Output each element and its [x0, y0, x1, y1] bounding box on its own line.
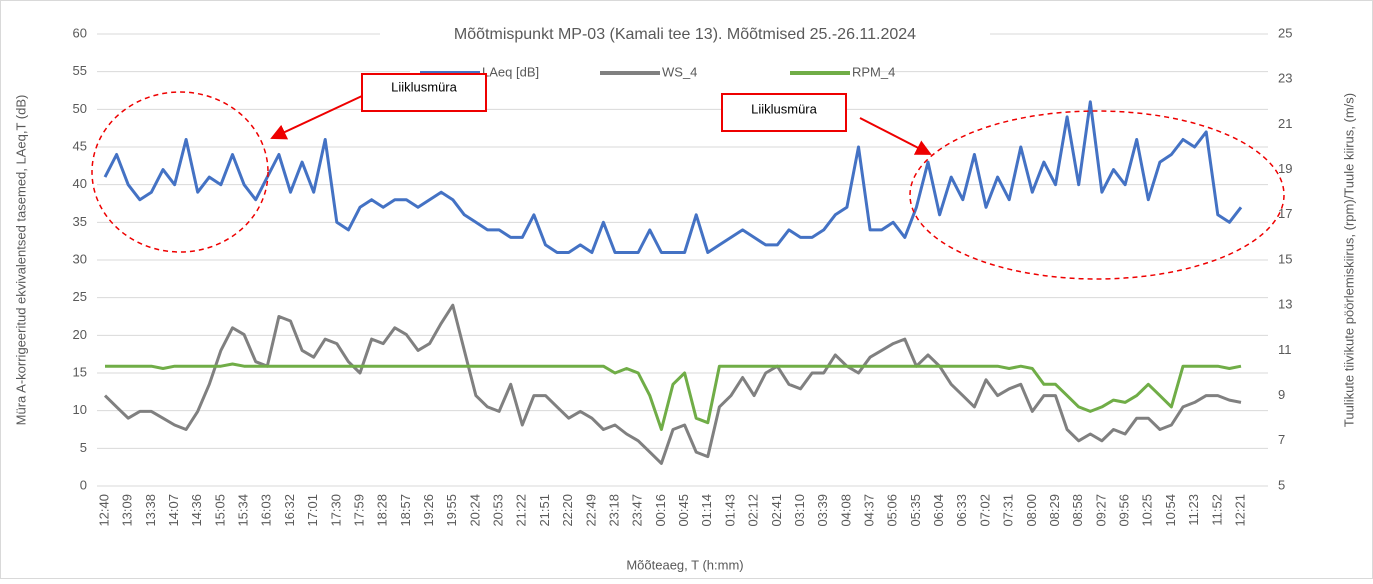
highlight-ellipse [91, 91, 269, 253]
x-tick-label: 04:08 [838, 494, 853, 527]
series-line [103, 100, 1243, 254]
x-tick-label: 20:53 [491, 494, 506, 527]
annotation-box [361, 73, 487, 112]
x-tick-label: 17:59 [351, 494, 366, 527]
x-tick-label: 11:52 [1209, 494, 1224, 526]
x-tick-label: 02:12 [746, 494, 761, 527]
x-tick-label: 22:20 [560, 494, 575, 527]
x-tick-label: 01:14 [699, 494, 714, 527]
x-tick-label: 14:36 [189, 494, 204, 527]
y2-tick-label: 13 [1278, 297, 1292, 312]
y-tick-label: 40 [73, 176, 87, 191]
x-tick-label: 15:34 [236, 494, 251, 527]
y2-tick-label: 5 [1278, 477, 1285, 492]
x-tick-label: 15:05 [212, 494, 227, 527]
x-tick-label: 06:33 [954, 494, 969, 527]
x-tick-label: 01:43 [722, 494, 737, 527]
x-tick-label: 04:37 [861, 494, 876, 527]
y-tick-label: 35 [73, 214, 87, 229]
y-tick-label: 20 [73, 327, 87, 342]
arrow [859, 117, 932, 155]
x-tick-label: 00:16 [653, 494, 668, 527]
x-tick-label: 22:49 [583, 494, 598, 527]
y-axis-title: Müra A-korrigeeritud ekvivalentsed tasem… [13, 95, 28, 426]
x-tick-label: 13:09 [120, 494, 135, 527]
x-tick-label: 23:18 [606, 494, 621, 527]
x-tick-label: 09:27 [1093, 494, 1108, 527]
y-tick-label: 55 [73, 63, 87, 78]
x-tick-label: 03:10 [792, 494, 807, 527]
x-tick-label: 00:45 [676, 494, 691, 527]
y-tick-label: 5 [80, 440, 87, 455]
y2-tick-label: 7 [1278, 432, 1285, 447]
y-tick-label: 50 [73, 101, 87, 116]
y-tick-label: 25 [73, 289, 87, 304]
legend-label: LAeq [dB] [482, 64, 539, 79]
title-background [380, 24, 990, 46]
y-tick-label: 0 [80, 477, 87, 492]
y2-tick-label: 19 [1278, 161, 1292, 176]
highlight-ellipse [909, 110, 1285, 280]
x-tick-label: 11:23 [1186, 494, 1201, 526]
x-tick-label: 08:58 [1070, 494, 1085, 527]
x-tick-label: 05:06 [885, 494, 900, 527]
x-tick-label: 09:56 [1117, 494, 1132, 527]
x-tick-label: 14:07 [166, 494, 181, 527]
series-line [103, 303, 1242, 465]
x-tick-label: 16:03 [259, 494, 274, 527]
x-tick-label: 16:32 [282, 494, 297, 527]
y2-tick-label: 21 [1278, 116, 1292, 131]
y-tick-label: 45 [73, 138, 87, 153]
y2-tick-label: 9 [1278, 387, 1285, 402]
x-tick-label: 05:35 [908, 494, 923, 527]
x-tick-label: 08:00 [1024, 494, 1039, 527]
y2-tick-label: 15 [1278, 251, 1292, 266]
x-tick-label: 17:30 [328, 494, 343, 527]
annotation-box [721, 93, 847, 132]
x-tick-label: 19:55 [444, 494, 459, 527]
annotation: Liiklusmüra [751, 101, 818, 116]
y-tick-label: 60 [73, 25, 87, 40]
y2-tick-label: 17 [1278, 206, 1292, 221]
x-tick-label: 17:01 [305, 494, 320, 527]
x-tick-label: 08:29 [1047, 494, 1062, 527]
y2-tick-label: 25 [1278, 25, 1292, 40]
x-tick-label: 13:38 [143, 494, 158, 527]
x-axis-title: Mõõteaeg, T (h:mm) [626, 557, 743, 572]
arrow [270, 95, 363, 140]
x-tick-label: 03:39 [815, 494, 830, 527]
x-tick-label: 23:47 [630, 494, 645, 527]
x-tick-label: 18:28 [375, 494, 390, 527]
x-tick-label: 21:51 [537, 494, 552, 527]
y-tick-label: 15 [73, 364, 87, 379]
x-tick-label: 02:41 [769, 494, 784, 527]
x-tick-label: 12:21 [1232, 494, 1247, 527]
legend-label: WS_4 [662, 64, 697, 79]
x-tick-label: 10:54 [1163, 494, 1178, 527]
x-tick-label: 06:04 [931, 494, 946, 527]
y2-tick-label: 23 [1278, 71, 1292, 86]
y-tick-label: 10 [73, 402, 87, 417]
x-tick-label: 20:24 [467, 494, 482, 527]
y2-axis-title: Tuulikute tiivikute pöörlemiskiirus, (rp… [1341, 93, 1356, 427]
x-tick-label: 07:02 [977, 494, 992, 527]
series-line [105, 362, 1242, 431]
x-tick-label: 07:31 [1001, 494, 1016, 527]
x-tick-label: 12:40 [96, 494, 111, 527]
legend: LAeq [dB] WS_4 RPM_4 [410, 62, 895, 84]
x-tick-label: 19:26 [421, 494, 436, 527]
x-tick-label: 10:25 [1140, 494, 1155, 527]
y2-tick-label: 11 [1278, 342, 1292, 357]
annotation: Liiklusmüra [391, 79, 458, 94]
x-tick-label: 21:22 [514, 494, 529, 527]
legend-label: RPM_4 [852, 64, 895, 79]
chart-title: Mõõtmispunkt MP-03 (Kamali tee 13). Mõõt… [454, 26, 916, 43]
y-tick-label: 30 [73, 251, 87, 266]
series-lines [103, 100, 1243, 465]
x-tick-label: 18:57 [398, 494, 413, 527]
